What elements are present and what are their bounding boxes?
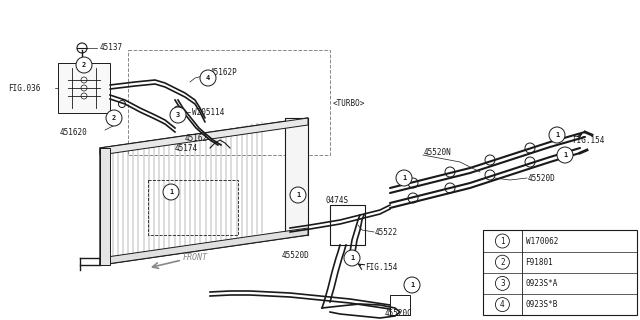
Circle shape xyxy=(557,147,573,163)
Bar xyxy=(330,205,365,245)
Text: FIG.154: FIG.154 xyxy=(572,135,604,145)
Text: 451620: 451620 xyxy=(60,127,88,137)
Circle shape xyxy=(396,170,412,186)
Text: FIG.154: FIG.154 xyxy=(365,263,397,273)
Bar xyxy=(483,230,637,315)
Circle shape xyxy=(106,110,122,126)
Text: 45520C: 45520C xyxy=(385,308,413,317)
Circle shape xyxy=(290,187,306,203)
Text: <TURBO>: <TURBO> xyxy=(333,99,365,108)
Text: 2: 2 xyxy=(112,115,116,121)
Text: 45162P: 45162P xyxy=(210,68,237,76)
Text: 45522: 45522 xyxy=(375,228,398,236)
Text: 0923S*B: 0923S*B xyxy=(525,300,558,309)
Text: 45137: 45137 xyxy=(100,43,123,52)
Polygon shape xyxy=(285,118,308,235)
Text: A450001302: A450001302 xyxy=(589,306,635,315)
Text: 45162: 45162 xyxy=(185,133,208,142)
Text: 1: 1 xyxy=(402,175,406,181)
Text: 2: 2 xyxy=(500,258,505,267)
Polygon shape xyxy=(100,228,308,265)
Text: 1: 1 xyxy=(296,192,300,198)
Bar xyxy=(390,295,410,315)
Circle shape xyxy=(170,107,186,123)
Text: 1: 1 xyxy=(500,236,505,245)
Text: 4: 4 xyxy=(500,300,505,309)
Circle shape xyxy=(404,277,420,293)
Text: 3: 3 xyxy=(176,112,180,118)
Text: FIG.036: FIG.036 xyxy=(8,84,40,92)
Text: 0923S*A: 0923S*A xyxy=(525,279,558,288)
Circle shape xyxy=(163,184,179,200)
Text: 0474S: 0474S xyxy=(325,196,348,204)
Text: 2: 2 xyxy=(82,62,86,68)
Polygon shape xyxy=(100,148,110,265)
Text: 3: 3 xyxy=(500,279,505,288)
Text: 1: 1 xyxy=(563,152,567,158)
Circle shape xyxy=(76,57,92,73)
Text: W205114: W205114 xyxy=(192,108,225,116)
Text: 1: 1 xyxy=(350,255,354,261)
Bar xyxy=(148,180,238,235)
Polygon shape xyxy=(100,118,308,155)
Text: 45520D: 45520D xyxy=(282,251,310,260)
Text: F91801: F91801 xyxy=(525,258,554,267)
Text: FRONT: FRONT xyxy=(183,253,208,262)
Text: 45520D: 45520D xyxy=(528,173,556,182)
Circle shape xyxy=(344,250,360,266)
Circle shape xyxy=(200,70,216,86)
Text: 4: 4 xyxy=(206,75,210,81)
Circle shape xyxy=(549,127,565,143)
Text: 1: 1 xyxy=(555,132,559,138)
Bar xyxy=(58,63,110,113)
Text: 45520N: 45520N xyxy=(424,148,452,156)
Text: 1: 1 xyxy=(169,189,173,195)
Text: 1: 1 xyxy=(410,282,414,288)
Text: 45174: 45174 xyxy=(175,143,198,153)
Text: W170062: W170062 xyxy=(525,236,558,245)
